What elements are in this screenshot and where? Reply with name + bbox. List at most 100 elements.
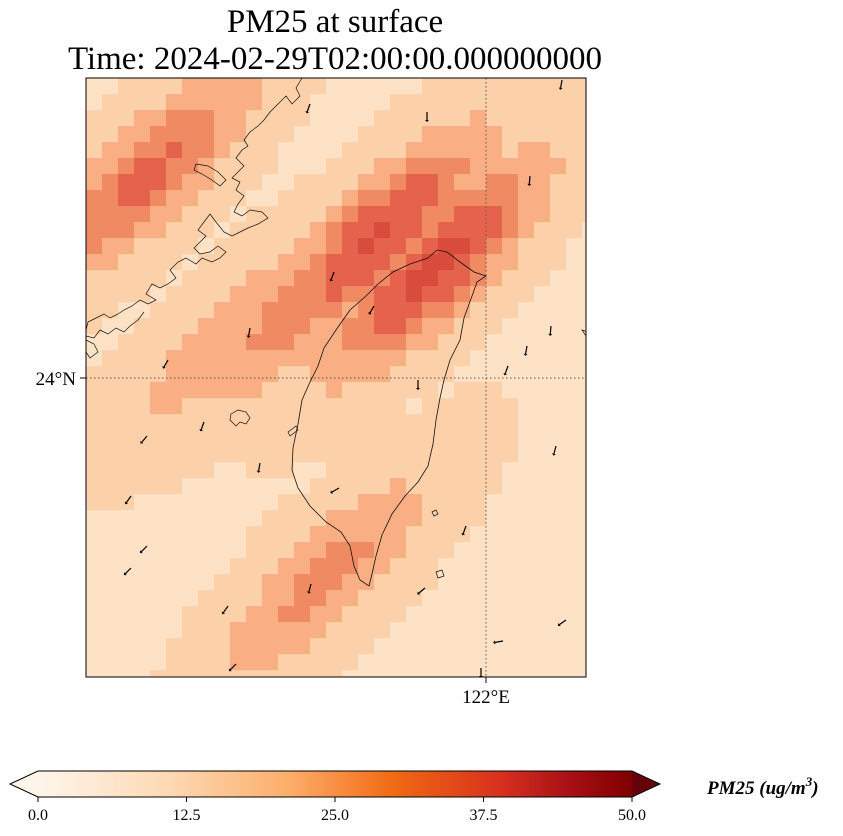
pm25-cell [118,430,134,446]
pm25-cell [518,78,534,94]
pm25-cell [230,254,246,270]
pm25-cell [486,110,502,126]
pm25-cell [374,398,390,414]
pm25-cell [150,318,166,334]
pm25-cell [198,350,214,366]
pm25-cell [198,590,214,606]
pm25-cell [358,462,374,478]
pm25-cell [246,286,262,302]
pm25-cell [198,430,214,446]
pm25-cell [550,270,566,286]
pm25-cell [566,606,582,622]
pm25-cell [550,606,566,622]
pm25-cell [518,142,534,158]
pm25-cell [470,542,486,558]
pm25-cell [86,238,102,254]
pm25-cell [294,670,310,677]
pm25-cell [454,270,470,286]
pm25-cell [102,382,118,398]
pm25-cell [470,574,486,590]
pm25-cell [134,366,150,382]
pm25-cell [518,510,534,526]
pm25-cell [406,654,422,670]
pm25-cell [262,270,278,286]
pm25-cell [518,478,534,494]
pm25-cell [310,382,326,398]
pm25-cell [374,654,390,670]
pm25-cell [406,462,422,478]
pm25-cell [390,670,406,677]
pm25-cell [566,414,582,430]
wind-arrow-head [305,110,310,114]
pm25-cell [246,670,262,677]
pm25-cell [550,222,566,238]
pm25-cell [246,414,262,430]
pm25-cell [374,494,390,510]
pm25-cell [486,366,502,382]
pm25-cell [198,606,214,622]
pm25-cell [278,126,294,142]
pm25-cell [502,510,518,526]
pm25-cell [550,334,566,350]
pm25-cell [566,270,582,286]
pm25-cell [518,286,534,302]
pm25-cell [470,302,486,318]
pm25-cell [502,254,518,270]
pm25-cell [262,638,278,654]
pm25-cell [198,670,214,677]
pm25-cell [150,398,166,414]
pm25-cell [390,430,406,446]
pm25-cell [262,302,278,318]
pm25-cell [566,78,582,94]
pm25-cell [518,222,534,238]
pm25-cell [214,238,230,254]
pm25-cell [470,318,486,334]
pm25-cell [390,302,406,318]
pm25-cell [358,414,374,430]
pm25-cell [102,526,118,542]
pm25-cell [326,222,342,238]
pm25-cell [198,654,214,670]
taiwan-coastline [291,249,487,587]
pm25-cell [550,638,566,654]
pm25-cell [454,350,470,366]
pm25-cell [230,286,246,302]
pm25-cell [134,254,150,270]
pm25-cell [550,94,566,110]
pm25-cell [134,142,150,158]
pm25-cell [566,398,582,414]
pm25-cell [550,558,566,574]
pm25-cell [166,558,182,574]
pm25-cell [310,558,326,574]
pm25-cell [262,654,278,670]
pm25-cell [214,302,230,318]
pm25-cell [182,414,198,430]
pm25-cell [230,94,246,110]
pm25-cell [582,174,586,190]
pm25-cell [262,334,278,350]
pm25-cell [518,494,534,510]
pm25-cell [86,94,102,110]
pm25-cell [342,622,358,638]
pm25-cell [566,222,582,238]
pm25-cell [438,558,454,574]
pm25-cell [422,558,438,574]
pm25-cell [166,606,182,622]
pm25-cell [294,94,310,110]
pm25-cell [166,190,182,206]
pm25-cell [102,206,118,222]
pm25-cell [470,638,486,654]
pm25-cell [134,670,150,677]
pm25-cell [502,78,518,94]
pm25-cell [278,478,294,494]
pm25-cell [262,670,278,677]
pm25-cell [182,366,198,382]
pm25-cell [310,142,326,158]
pm25-cell [262,366,278,382]
pm25-cell [118,526,134,542]
pm25-cell [134,350,150,366]
pm25-cell [566,302,582,318]
pm25-cell [262,206,278,222]
pm25-cell [566,478,582,494]
pm25-cell [486,350,502,366]
